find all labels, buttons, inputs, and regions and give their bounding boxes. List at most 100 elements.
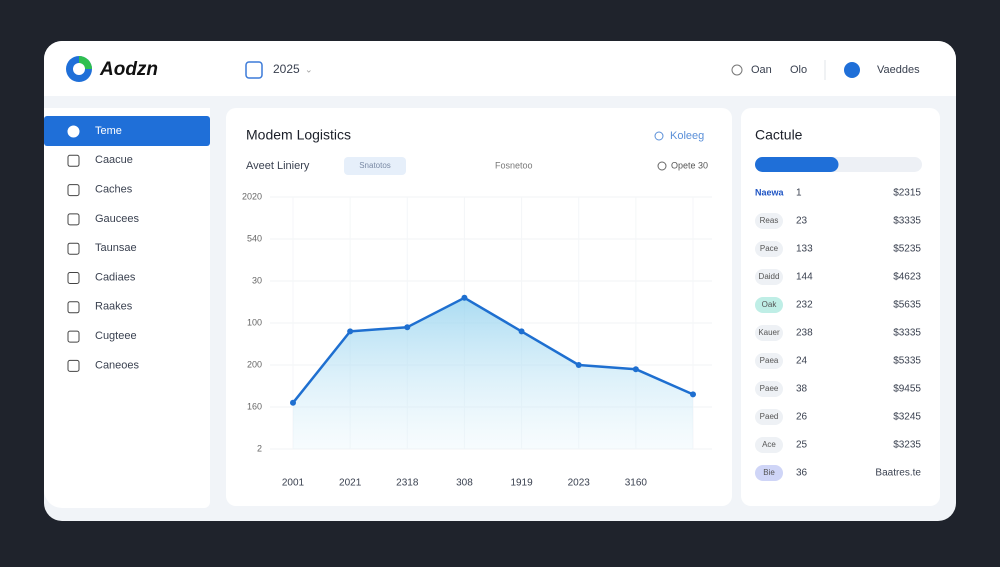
row-amount: $3335 xyxy=(893,216,921,227)
tab-label[interactable]: Snatotos xyxy=(359,161,391,170)
row-tag xyxy=(755,353,783,369)
row-tag xyxy=(755,213,783,229)
x-tick-label: 2021 xyxy=(339,478,362,489)
row-tag-label: Paed xyxy=(760,412,779,421)
side-title: Cactule xyxy=(755,127,803,143)
row-amount: $3245 xyxy=(893,412,921,423)
clock-icon xyxy=(657,161,667,171)
x-tick-label: 308 xyxy=(456,478,473,489)
side-panel xyxy=(741,108,940,506)
logo-icon-hole xyxy=(73,63,85,75)
nav-icon xyxy=(67,125,80,138)
user-name[interactable]: Vaeddes xyxy=(877,64,920,76)
point xyxy=(290,399,296,406)
nav-item[interactable]: Cugteee xyxy=(95,330,137,342)
progress-bar xyxy=(755,157,839,172)
row-tag-label: Naewa xyxy=(755,187,785,197)
row-tag xyxy=(755,465,783,481)
y-tick-label: 2020 xyxy=(242,191,262,201)
nav-active[interactable] xyxy=(44,116,210,146)
point xyxy=(461,294,468,301)
nav-icon xyxy=(67,359,80,372)
row-tag-label: Ace xyxy=(762,440,776,449)
nav-item[interactable]: Taunsae xyxy=(95,242,137,254)
nav-item[interactable]: Cadiaes xyxy=(95,271,136,283)
row-amount: $5235 xyxy=(893,244,921,255)
action-icon xyxy=(654,131,664,141)
row-count: 25 xyxy=(796,440,808,451)
row-count: 38 xyxy=(796,384,808,395)
point xyxy=(404,324,411,331)
row-tag xyxy=(755,409,783,425)
header-link[interactable]: Olo xyxy=(790,64,807,76)
row-count: 1 xyxy=(796,188,802,199)
nav-icon xyxy=(67,272,80,284)
x-tick-label: 2023 xyxy=(568,478,591,489)
row-tag-label: Bie xyxy=(763,468,775,477)
row-amount: $3335 xyxy=(893,328,921,339)
panel-action[interactable]: Koleeg xyxy=(670,130,704,142)
y-tick-label: 2 xyxy=(257,443,262,453)
row-tag-label: Paee xyxy=(760,384,779,393)
tab[interactable] xyxy=(344,157,406,175)
point xyxy=(632,366,639,373)
sidebar xyxy=(44,108,210,508)
row-tag xyxy=(755,241,783,257)
nav-icon xyxy=(67,301,80,314)
x-tick-label: 2001 xyxy=(282,478,305,489)
panel-title: Modem Logistics xyxy=(246,127,351,143)
row-amount: $9455 xyxy=(893,384,921,395)
nav-item[interactable]: Caacue xyxy=(95,154,133,166)
nav-item[interactable]: Raakes xyxy=(95,301,133,313)
row-count: 238 xyxy=(796,328,813,339)
y-tick-label: 540 xyxy=(247,233,262,243)
y-tick-label: 100 xyxy=(247,317,262,327)
point xyxy=(575,362,582,368)
nav-icon xyxy=(67,213,80,226)
row-amount: $5335 xyxy=(893,356,921,367)
row-tag xyxy=(755,297,783,313)
row-count: 144 xyxy=(796,272,813,283)
nav-item[interactable]: Gaucees xyxy=(95,213,140,225)
row-tag xyxy=(755,269,783,285)
logo: Aodzn xyxy=(99,59,158,80)
row-count: 133 xyxy=(796,244,813,255)
x-tick-label: 3160 xyxy=(625,478,648,489)
avatar[interactable] xyxy=(844,62,860,78)
line xyxy=(292,296,694,404)
row-tag xyxy=(755,381,783,397)
eye-icon xyxy=(731,64,743,76)
nav-icon xyxy=(67,184,80,197)
row-tag-label: Reas xyxy=(760,216,779,225)
row-amount: $2315 xyxy=(893,188,921,199)
row-count: 24 xyxy=(796,356,808,367)
header xyxy=(44,41,956,96)
row-tag-label: Pace xyxy=(760,244,779,253)
period[interactable]: Opete 30 xyxy=(671,160,708,170)
row-count: 232 xyxy=(796,300,813,311)
year-select[interactable]: 2025 xyxy=(273,62,300,76)
x-tick-label: 2318 xyxy=(396,478,419,489)
nav-icon xyxy=(67,242,80,255)
nav-item[interactable]: Caneoes xyxy=(95,359,140,371)
calendar-icon[interactable] xyxy=(245,61,263,79)
chevron: ⌄ xyxy=(305,64,313,74)
nav-icon xyxy=(67,154,80,167)
row-count: 23 xyxy=(796,216,808,227)
nav-icon xyxy=(67,330,80,343)
filter[interactable]: Fosnetoo xyxy=(495,160,533,170)
nav-item[interactable]: Caches xyxy=(95,184,133,196)
row-amount: $5635 xyxy=(893,300,921,311)
row-amount: Baatres.te xyxy=(875,468,921,479)
row-tag xyxy=(755,437,783,453)
nav-item[interactable]: Teme xyxy=(95,125,122,137)
y-tick-label: 200 xyxy=(247,359,262,369)
y-tick-label: 160 xyxy=(247,401,262,411)
header-link[interactable]: Oan xyxy=(751,64,772,76)
row-amount: $4623 xyxy=(893,272,921,283)
row-tag xyxy=(755,325,783,341)
row-tag-label: Oak xyxy=(762,300,778,309)
point xyxy=(347,328,354,335)
point xyxy=(690,391,696,398)
